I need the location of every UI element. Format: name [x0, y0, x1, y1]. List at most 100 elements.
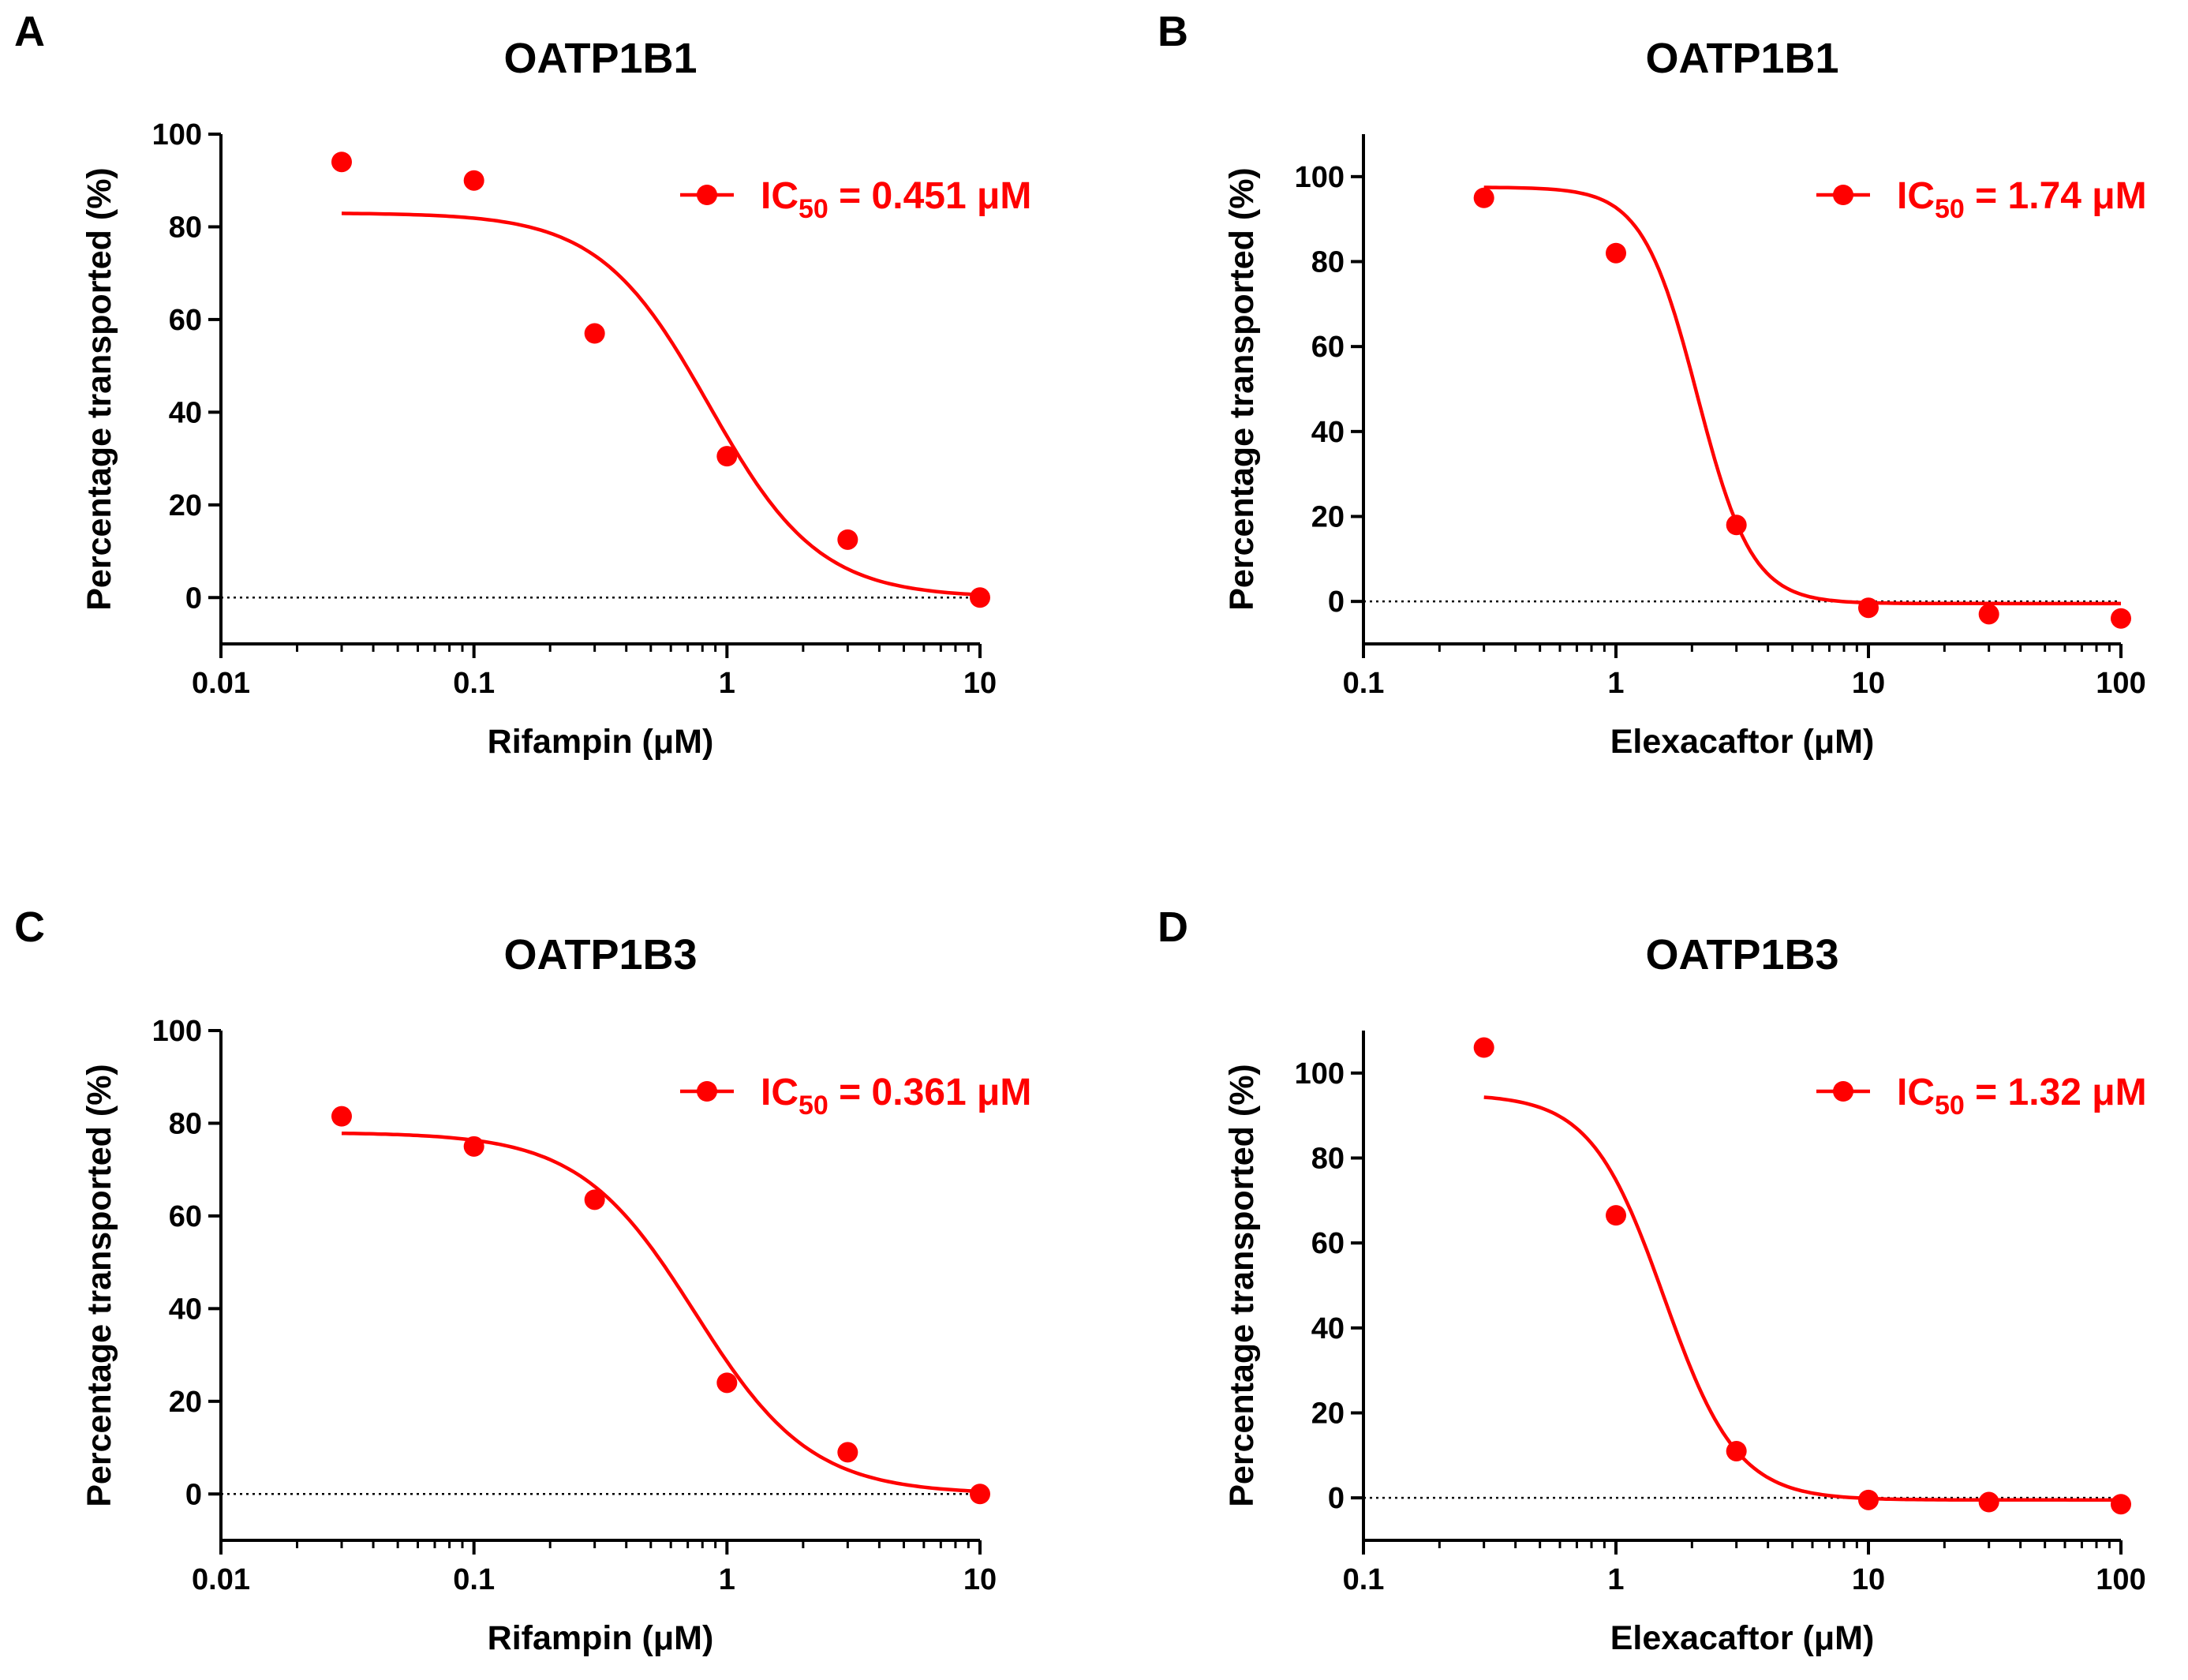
data-point: [2111, 1494, 2131, 1515]
data-point: [1606, 1205, 1626, 1226]
data-point: [837, 529, 858, 550]
x-tick-label: 10: [1852, 667, 1885, 700]
legend-label: IC50 = 1.74 μM: [1897, 175, 2147, 224]
panel-b: B OATP1B1 0 20 40 60 80 100 0.1 1 10 100 Elexacaftor…: [1158, 8, 2147, 761]
panel-c: C OATP1B3 0 20 40 60 80 100 0.01 0.1 1 10 Rifampin (…: [14, 904, 1031, 1657]
legend-label-main: IC: [1897, 1072, 1935, 1113]
x-tick-label: 0.1: [453, 1563, 495, 1596]
data-point: [1726, 514, 1747, 536]
y-tick-label: 0: [1328, 586, 1345, 619]
data-point: [1978, 604, 1999, 625]
y-axis-title: Percentage transported (%): [1223, 167, 1261, 611]
y-tick-label: 20: [169, 489, 202, 522]
data-point: [1473, 187, 1494, 208]
panel-letter: D: [1158, 904, 1188, 951]
legend-label-subscript: 50: [1935, 1091, 1965, 1121]
data-point: [1978, 1491, 1999, 1513]
y-tick-label: 40: [1311, 1312, 1345, 1345]
x-tick-label: 0.1: [1343, 667, 1385, 700]
y-tick-label: 40: [169, 396, 202, 429]
panel-letter: A: [14, 8, 45, 55]
data-point: [1606, 242, 1626, 264]
y-tick-label: 60: [1311, 1227, 1345, 1260]
y-tick-label: 100: [152, 118, 202, 152]
x-tick-label: 1: [719, 667, 735, 700]
panel-d: D OATP1B3 0 20 40 60 80 100 0.1 1 10 100 Elexacaftor…: [1158, 904, 2147, 1657]
x-tick-label: 100: [2096, 1563, 2145, 1596]
x-tick-label: 10: [963, 1563, 997, 1596]
data-point: [463, 170, 484, 191]
legend-label: IC50 = 0.451 μM: [761, 175, 1031, 224]
legend-label-subscript: 50: [799, 194, 828, 224]
x-axis-title: Elexacaftor (μM): [1610, 723, 1875, 761]
data-point: [2111, 608, 2131, 629]
legend-label-value: = 1.32 μM: [1965, 1072, 2147, 1113]
y-tick-label: 40: [169, 1293, 202, 1326]
x-tick-label: 1: [1607, 1563, 1624, 1596]
x-tick-label: 1: [719, 1563, 735, 1596]
x-tick-label: 1: [1607, 667, 1624, 700]
x-axis-title: Rifampin (μM): [488, 1619, 714, 1657]
chart-title: OATP1B3: [1645, 931, 1838, 978]
x-tick-label: 0.1: [1343, 1563, 1385, 1596]
legend-label-main: IC: [761, 1072, 799, 1113]
y-tick-label: 80: [1311, 1143, 1345, 1176]
y-tick-label: 20: [1311, 501, 1345, 534]
y-axis-title: Percentage transported (%): [80, 1064, 118, 1507]
legend-marker: [697, 1081, 717, 1102]
y-tick-label: 40: [1311, 416, 1345, 449]
legend-label-main: IC: [1897, 175, 1935, 217]
y-tick-label: 100: [1295, 1057, 1345, 1091]
data-point: [970, 1484, 990, 1505]
y-tick-label: 80: [1311, 246, 1345, 279]
y-tick-label: 0: [185, 582, 202, 615]
x-tick-label: 0.01: [192, 667, 250, 700]
panel-a: A OATP1B1 0 20 40 60 80 100 0.01 0.1 1 10 Rifampin (…: [14, 8, 1031, 761]
legend-label-subscript: 50: [1935, 194, 1965, 224]
y-tick-label: 60: [169, 1200, 202, 1233]
y-tick-label: 20: [1311, 1398, 1345, 1431]
y-axis-title: Percentage transported (%): [80, 167, 118, 611]
x-tick-label: 0.1: [453, 667, 495, 700]
y-tick-label: 60: [1311, 331, 1345, 364]
legend-label: IC50 = 0.361 μM: [761, 1072, 1031, 1121]
data-point: [716, 446, 738, 467]
x-axis-title: Elexacaftor (μM): [1610, 1619, 1875, 1657]
x-axis-title: Rifampin (μM): [488, 723, 714, 761]
chart-title: OATP1B3: [503, 931, 697, 978]
y-tick-label: 0: [1328, 1482, 1345, 1515]
data-point: [1858, 1489, 1879, 1510]
data-point: [331, 152, 352, 173]
fit-curve: [1483, 185, 2121, 606]
y-tick-label: 80: [169, 1107, 202, 1140]
data-point: [463, 1136, 484, 1157]
y-tick-label: 100: [1295, 161, 1345, 194]
x-tick-label: 0.01: [192, 1563, 250, 1596]
legend-label-value: = 0.451 μM: [828, 175, 1032, 217]
legend: IC50 = 0.361 μM: [680, 1072, 1031, 1121]
y-tick-label: 80: [169, 211, 202, 244]
legend-marker: [1833, 185, 1853, 205]
panel-letter: B: [1158, 8, 1188, 55]
chart-title: OATP1B1: [1645, 35, 1838, 82]
data-point: [584, 323, 605, 344]
x-tick-label: 10: [1852, 1563, 1885, 1596]
y-tick-label: 60: [169, 304, 202, 337]
panel-letter: C: [14, 904, 45, 951]
fit-curve: [341, 1131, 981, 1494]
data-point: [584, 1189, 605, 1210]
chart-title: OATP1B1: [503, 35, 697, 82]
x-tick-label: 10: [963, 667, 997, 700]
data-point: [716, 1372, 738, 1394]
legend: IC50 = 1.74 μM: [1816, 175, 2147, 224]
legend: IC50 = 1.32 μM: [1816, 1072, 2147, 1121]
x-tick-label: 100: [2096, 667, 2145, 700]
y-axis-title: Percentage transported (%): [1223, 1064, 1261, 1507]
data-point: [1858, 597, 1879, 619]
data-point: [1473, 1037, 1494, 1058]
legend: IC50 = 0.451 μM: [680, 175, 1031, 224]
y-tick-label: 100: [152, 1015, 202, 1048]
data-point: [1726, 1440, 1747, 1461]
